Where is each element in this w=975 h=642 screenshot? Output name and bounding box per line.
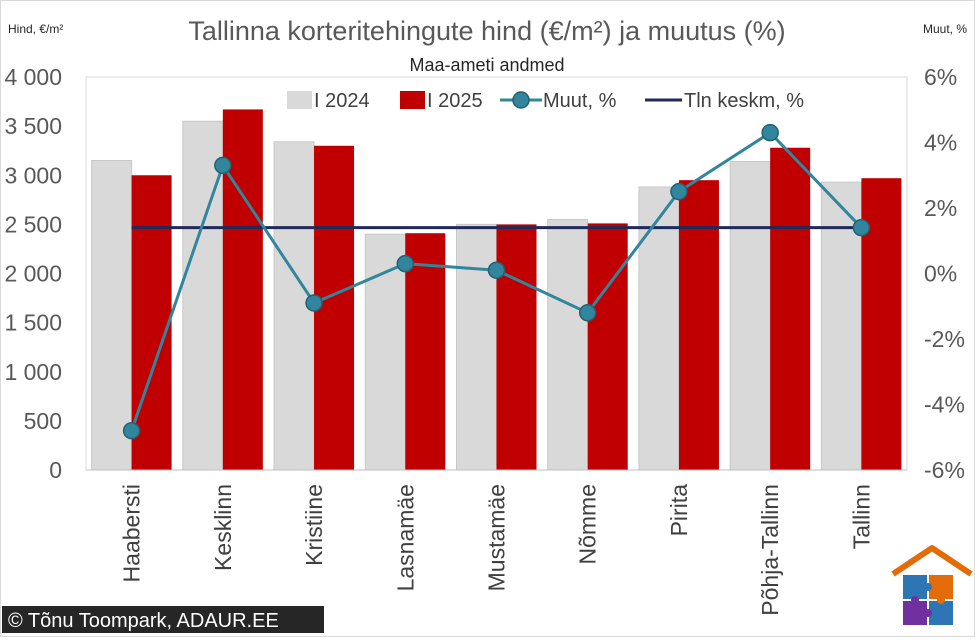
- y-tick-label: 500: [24, 408, 62, 434]
- legend: I 2024 I 2025 Muut, % Tln keskm, %: [287, 90, 804, 112]
- logo-piece-purple: [903, 601, 927, 625]
- x-tick-label: Põhja-Tallinn: [757, 484, 783, 616]
- x-tick-label: Mustamäe: [484, 484, 510, 591]
- bar-i-2024-mustam-e: [456, 223, 497, 471]
- bar-i-2024-haabersti: [91, 160, 133, 471]
- y-tick-label: 0: [49, 457, 62, 483]
- point-muut-mustam-e: [487, 261, 506, 279]
- y2-tick-label: 4%: [924, 130, 957, 156]
- y-tick-label: 2 500: [4, 211, 62, 237]
- legend-swatch-2025: [400, 91, 425, 109]
- bar-i-2025-lasnam-e: [405, 233, 446, 470]
- bar-i-2024-n-mme: [547, 218, 589, 471]
- bar-i-2025-pirita: [678, 180, 719, 470]
- y-tick-label: 1 500: [4, 310, 62, 336]
- y2-tick-label: 6%: [924, 64, 957, 90]
- logo-roof: [891, 545, 973, 577]
- logo-knob-1: [924, 583, 932, 591]
- y2-tick-label: -4%: [924, 392, 965, 418]
- y-tick-label: 4 000: [4, 64, 62, 90]
- y-tick-label: 3 500: [4, 113, 62, 139]
- chart-subtitle: Maa-ameti andmed: [409, 55, 564, 75]
- y2-tick-label: -6%: [924, 457, 965, 483]
- point-muut-p-hja-tallinn: [761, 123, 779, 142]
- y-tick-label: 2 000: [4, 261, 62, 287]
- x-tick-label: Haabersti: [119, 484, 145, 582]
- point-muut-kesklinn: [214, 156, 232, 175]
- y-axis-label: Hind, €/m²: [8, 22, 63, 36]
- legend-swatch-2024: [287, 91, 312, 109]
- logo-knob-4: [924, 609, 932, 617]
- logo-knob-3: [937, 596, 945, 604]
- legend-marker-change: [512, 91, 530, 109]
- y2-tick-label: 0%: [924, 261, 957, 287]
- bar-i-2024-pirita: [638, 186, 680, 471]
- y2-axis-label: Muut, %: [923, 22, 967, 36]
- legend-label-2024: I 2024: [314, 90, 370, 112]
- logo-piece-blue-2: [929, 601, 953, 625]
- x-tick-label: Kesklinn: [210, 484, 236, 571]
- house-puzzle-logo-icon: [891, 545, 973, 625]
- logo-knob-2: [911, 596, 919, 604]
- x-tick-label: Pirita: [666, 484, 692, 537]
- x-tick-label: Nõmme: [575, 484, 601, 565]
- bar-i-2025-p-hja-tallinn: [770, 147, 811, 471]
- copyright-badge: © Tõnu Toompark, ADAUR.EE: [2, 606, 324, 633]
- legend-label-average: Tln keskm, %: [684, 90, 804, 112]
- bar-i-2025-n-mme: [587, 223, 628, 470]
- bar-i-2024-kesklinn: [182, 120, 224, 471]
- x-tick-label: Kristiine: [301, 484, 327, 566]
- copyright-text: © Tõnu Toompark, ADAUR.EE: [8, 610, 279, 632]
- legend-label-2025: I 2025: [427, 90, 483, 112]
- plot-area: 0 500 1 000 1 500 2 000 2 500 3 000 3 500 4 000 -…: [4, 64, 964, 616]
- bar-i-2025-mustam-e: [496, 224, 537, 470]
- bar-i-2024-p-hja-tallinn: [729, 160, 771, 471]
- y2-tick-label: -2%: [924, 326, 965, 352]
- point-muut-tallinn: [852, 218, 871, 237]
- point-muut-haabersti: [122, 421, 141, 440]
- x-tick-label: Tallinn: [848, 484, 874, 549]
- point-muut-pirita: [670, 182, 688, 201]
- logo-piece-orange: [929, 575, 953, 599]
- point-muut-n-mme: [578, 304, 597, 322]
- legend-label-change: Muut, %: [543, 90, 617, 112]
- x-tick-label: Lasnamäe: [392, 484, 418, 591]
- bar-i-2025-haabersti: [131, 175, 172, 470]
- point-muut-lasnam-e: [396, 254, 415, 273]
- chart-title: Tallinna korteritehingute hind (€/m²) ja…: [188, 16, 785, 46]
- y2-tick-label: 2%: [924, 195, 957, 221]
- logo-piece-blue: [903, 575, 927, 599]
- copyright-background: [2, 606, 324, 633]
- point-muut-kristiine: [305, 294, 323, 312]
- y-tick-label: 3 000: [4, 162, 62, 188]
- y-tick-label: 1 000: [4, 359, 62, 385]
